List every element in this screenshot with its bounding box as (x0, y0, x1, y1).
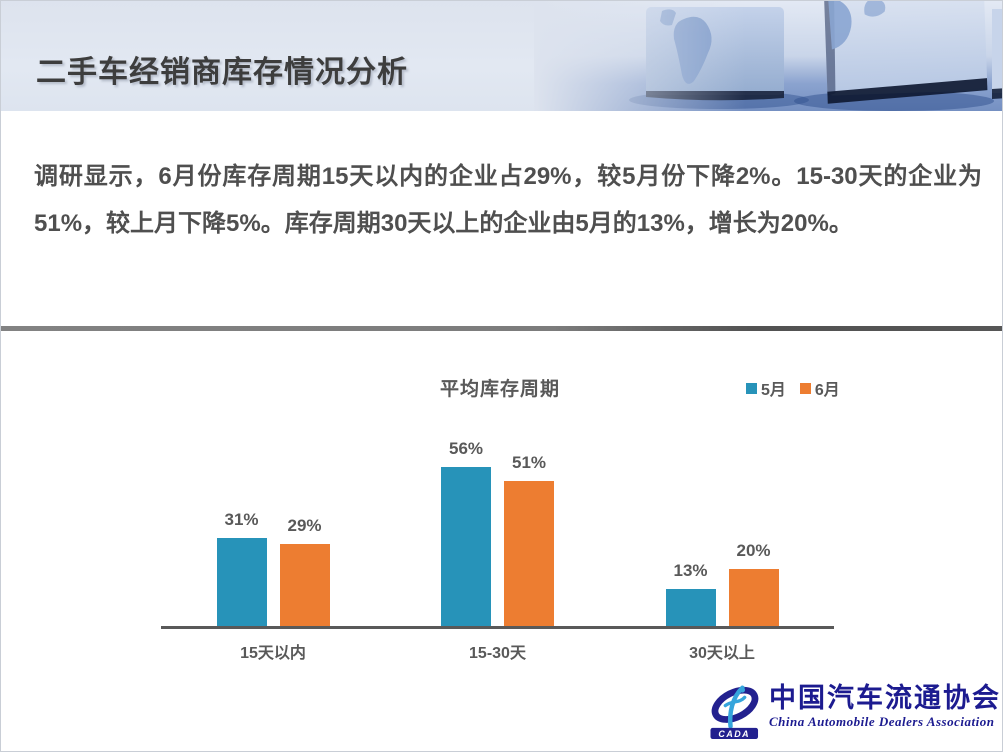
divider-line (1, 326, 1002, 331)
bar-6月-15-30天 (504, 481, 554, 626)
slide-title: 二手车经销商库存情况分析 (36, 56, 408, 89)
cada-acronym-text: CADA (718, 729, 750, 739)
bar-5月-30天以上 (665, 589, 716, 626)
logo-name-chinese: 中国汽车流通协会 (769, 683, 1001, 713)
chart-legend: 5月 6月 (746, 376, 840, 400)
category-label: 15-30天 (469, 645, 526, 662)
bar-value-label: 29% (287, 516, 322, 535)
logo-name-english: China Automobile Dealers Association (769, 714, 995, 729)
bar-value-label: 20% (736, 541, 771, 560)
cada-emblem-icon: CADA (710, 685, 759, 739)
legend-item-june: 6月 (799, 376, 840, 400)
bar-value-label: 31% (224, 510, 259, 529)
bar-value-label: 51% (511, 453, 547, 472)
plot-area: 31% 29% 15天以内 56% 51% 15-30天 13% 20% 30天以上 (161, 428, 839, 662)
chart-title: 平均库存周期 (439, 379, 560, 400)
body-text: 调研显示，6月份库存周期15天以内的企业占29%，较5月份下降2%。15-30天… (34, 163, 982, 237)
bar-5月-15天以内 (216, 538, 267, 626)
bar-6月-15天以内 (279, 544, 330, 626)
header-photo-cubes-image (534, 1, 1002, 111)
slide-header: 二手车经销商库存情况分析 (1, 1, 1002, 111)
category-label: 15天以内 (240, 645, 306, 662)
legend-item-may: 5月 (746, 376, 786, 400)
x-axis-line (161, 626, 834, 629)
logo-texts: 中国汽车流通协会 China Automobile Dealers Associ… (769, 677, 1001, 730)
bar-value-label: 13% (673, 561, 708, 580)
legend-swatch-may-icon (746, 382, 757, 394)
bar-5月-15-30天 (441, 467, 491, 626)
bar-6月-30天以上 (728, 569, 779, 626)
cada-logo: CADA 中国汽车流通协会 China Automobile Dealers A… (709, 677, 1001, 749)
legend-label-june: 6月 (814, 382, 840, 399)
category-label: 30天以上 (689, 645, 755, 662)
legend-swatch-june-icon (799, 382, 811, 394)
legend-label-may: 5月 (761, 382, 786, 399)
bar-value-label: 56% (448, 439, 484, 458)
